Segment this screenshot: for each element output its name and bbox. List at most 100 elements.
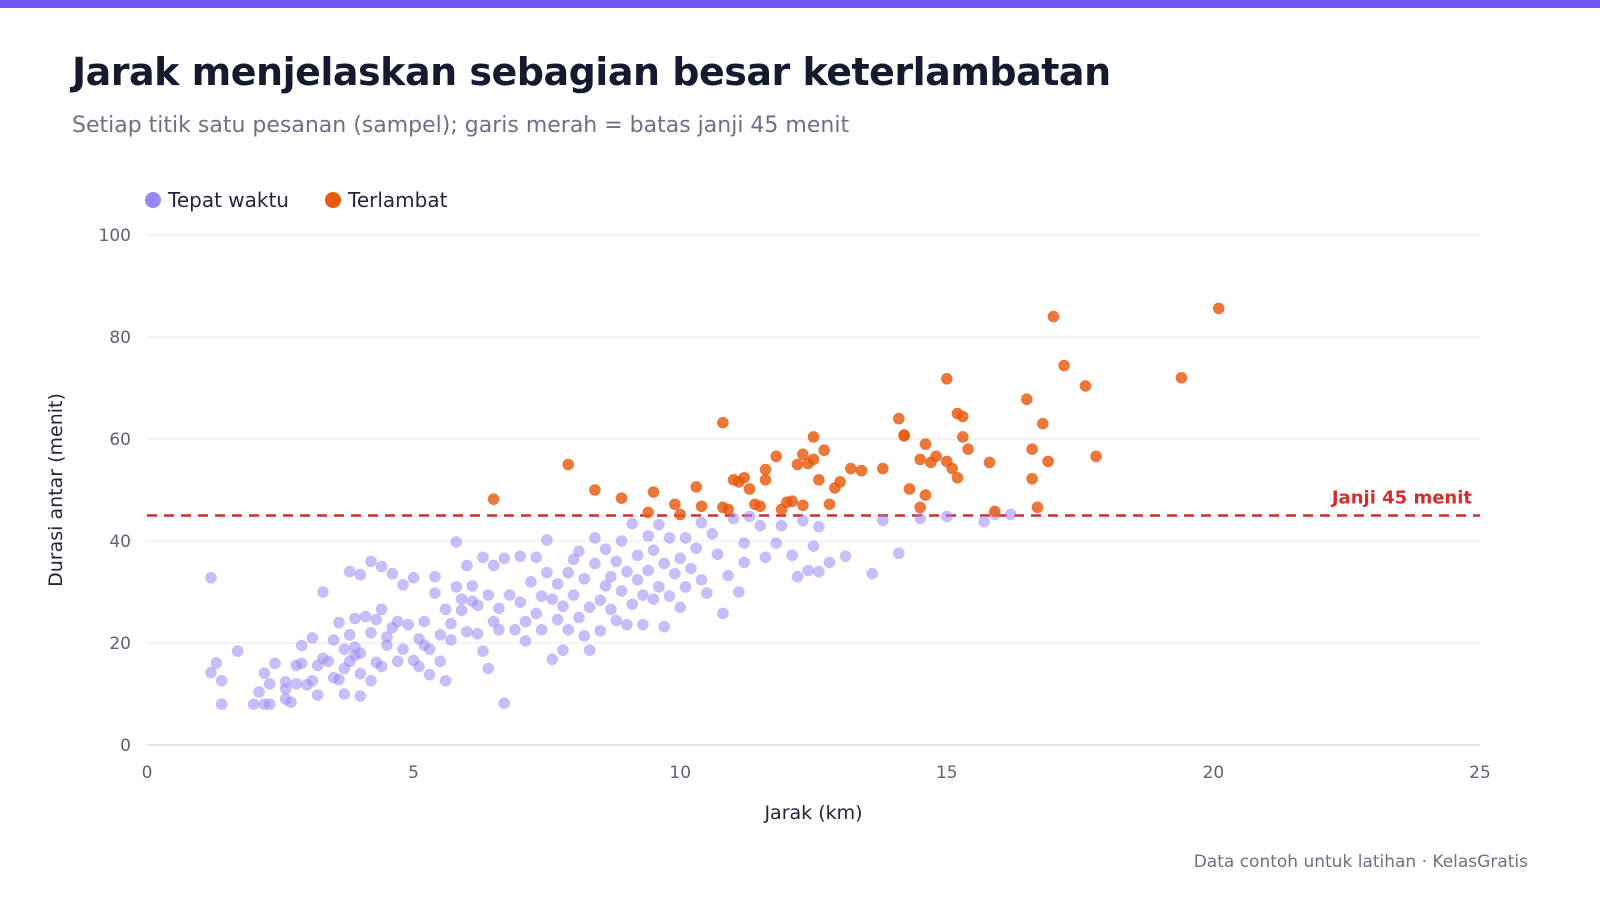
point-on-time bbox=[205, 666, 217, 679]
source-footer: Data contoh untuk latihan · KelasGratis bbox=[1193, 852, 1528, 872]
point-on-time bbox=[546, 653, 559, 666]
point-late bbox=[941, 373, 953, 385]
point-late bbox=[642, 506, 655, 519]
y-tick-label: 100 bbox=[99, 226, 131, 246]
point-on-time bbox=[941, 510, 953, 523]
point-on-time bbox=[770, 537, 782, 549]
point-on-time bbox=[519, 635, 532, 647]
point-on-time bbox=[615, 535, 628, 547]
point-late bbox=[983, 456, 996, 469]
point-on-time bbox=[797, 514, 809, 527]
point-on-time bbox=[711, 548, 724, 561]
point-on-time bbox=[551, 578, 564, 590]
point-on-time bbox=[706, 528, 718, 540]
point-on-time bbox=[717, 607, 729, 620]
point-on-time bbox=[450, 536, 463, 548]
point-on-time bbox=[205, 571, 217, 584]
point-on-time bbox=[455, 593, 468, 605]
legend-label-on-time: Tepat waktu bbox=[167, 188, 289, 212]
point-on-time bbox=[626, 517, 639, 530]
point-on-time bbox=[866, 567, 878, 580]
point-late bbox=[690, 481, 702, 493]
point-late bbox=[813, 474, 825, 486]
point-on-time bbox=[637, 589, 649, 601]
point-on-time bbox=[434, 655, 447, 668]
point-on-time bbox=[807, 540, 820, 552]
point-on-time bbox=[663, 590, 676, 602]
legend: Tepat waktu Terlambat bbox=[145, 188, 448, 212]
point-on-time bbox=[738, 537, 750, 549]
point-late bbox=[770, 450, 782, 463]
point-on-time bbox=[610, 614, 623, 627]
point-late bbox=[946, 462, 958, 475]
point-late bbox=[669, 498, 681, 511]
point-on-time bbox=[839, 550, 852, 563]
point-on-time bbox=[589, 532, 601, 544]
point-late bbox=[834, 476, 846, 488]
point-on-time bbox=[482, 662, 495, 675]
point-on-time bbox=[775, 519, 788, 532]
point-late bbox=[797, 448, 809, 461]
point-on-time bbox=[343, 565, 356, 578]
point-on-time bbox=[439, 674, 452, 687]
chart-title: Jarak menjelaskan sebagian besar keterla… bbox=[72, 50, 1111, 94]
point-on-time bbox=[743, 510, 756, 523]
point-late bbox=[845, 462, 857, 475]
point-late bbox=[1031, 501, 1044, 514]
point-on-time bbox=[333, 616, 345, 629]
point-on-time bbox=[498, 552, 511, 565]
point-late bbox=[914, 501, 926, 514]
point-on-time bbox=[365, 627, 377, 639]
point-on-time bbox=[349, 612, 361, 625]
point-on-time bbox=[653, 518, 665, 531]
point-on-time bbox=[594, 624, 607, 637]
point-on-time bbox=[493, 602, 505, 615]
point-on-time bbox=[338, 688, 351, 700]
point-on-time bbox=[397, 643, 409, 655]
point-on-time bbox=[786, 549, 798, 562]
point-on-time bbox=[306, 632, 319, 644]
point-on-time bbox=[690, 542, 702, 554]
point-on-time bbox=[477, 645, 489, 657]
point-late bbox=[1026, 443, 1038, 456]
point-on-time bbox=[375, 560, 388, 573]
point-on-time bbox=[343, 629, 356, 641]
legend-marker-on-time bbox=[145, 192, 161, 208]
axes: 0 20 40 60 80 100 0 5 10 15 20 25 bbox=[99, 226, 1491, 783]
point-on-time bbox=[642, 564, 655, 577]
point-late bbox=[930, 450, 942, 463]
point-late bbox=[807, 453, 820, 466]
point-late bbox=[919, 438, 932, 450]
point-on-time bbox=[621, 565, 633, 578]
point-late bbox=[759, 463, 772, 476]
point-on-time bbox=[647, 593, 660, 605]
point-on-time bbox=[978, 515, 990, 528]
legend-marker-late bbox=[325, 192, 341, 208]
point-late bbox=[914, 453, 926, 466]
x-tick-label: 10 bbox=[669, 763, 691, 783]
point-on-time bbox=[285, 696, 297, 708]
legend-label-late: Terlambat bbox=[347, 188, 448, 212]
point-on-time bbox=[482, 589, 495, 601]
point-on-time bbox=[637, 618, 649, 631]
point-late bbox=[722, 503, 734, 516]
point-on-time bbox=[290, 678, 303, 690]
point-on-time bbox=[327, 634, 340, 646]
point-on-time bbox=[685, 562, 697, 575]
point-on-time bbox=[215, 674, 228, 687]
point-on-time bbox=[578, 572, 591, 585]
point-on-time bbox=[914, 512, 926, 525]
point-on-time bbox=[621, 618, 633, 631]
reference-line-label: Janji 45 menit bbox=[1330, 488, 1473, 509]
point-on-time bbox=[477, 551, 489, 564]
point-late bbox=[791, 458, 804, 471]
point-on-time bbox=[269, 657, 281, 670]
point-on-time bbox=[253, 686, 265, 698]
point-on-time bbox=[813, 565, 825, 578]
point-late bbox=[893, 412, 905, 425]
point-on-time bbox=[738, 556, 750, 569]
point-on-time bbox=[583, 601, 596, 614]
point-late bbox=[487, 493, 500, 505]
y-tick-label: 0 bbox=[120, 736, 131, 756]
point-on-time bbox=[402, 618, 415, 631]
